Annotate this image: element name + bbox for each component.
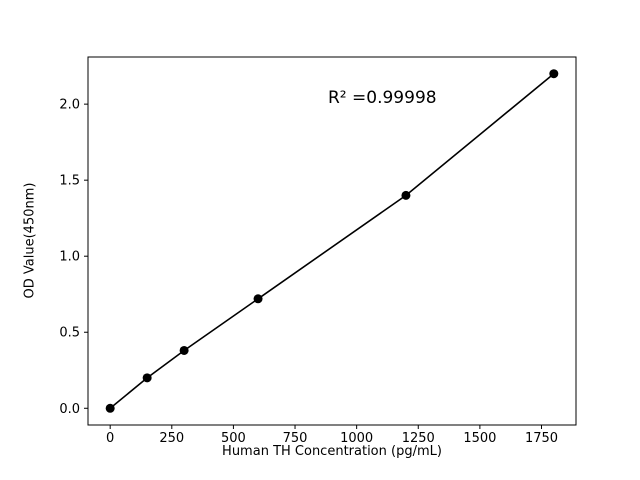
data-point-marker: [253, 294, 263, 304]
data-point-marker: [179, 345, 189, 355]
y-tick-label: 1.0: [59, 250, 80, 265]
data-point-marker: [142, 373, 152, 383]
x-tick-label: 750: [283, 431, 308, 446]
x-tick-label: 1250: [402, 431, 435, 446]
x-tick-label: 250: [159, 431, 184, 446]
y-tick-label: 2.0: [59, 98, 80, 113]
data-point-marker: [549, 69, 559, 79]
y-tick-label: 0.0: [59, 402, 80, 417]
x-tick-label: 1000: [340, 431, 373, 446]
fit-line: [109, 73, 555, 409]
r-squared-annotation: R² =0.99998: [328, 88, 437, 108]
x-tick-label: 1750: [525, 431, 558, 446]
plot-area-frame: [87, 56, 577, 426]
x-tick-label: 0: [106, 431, 114, 446]
data-point-marker: [401, 190, 411, 200]
x-tick-label: 1500: [463, 431, 496, 446]
y-axis-label: OD Value(450nm): [22, 182, 38, 299]
x-axis-label: Human TH Concentration (pg/mL): [222, 444, 442, 459]
y-tick-label: 0.5: [59, 326, 80, 341]
data-point-marker: [105, 403, 115, 413]
y-tick-label: 1.5: [59, 174, 80, 189]
x-tick-label: 500: [221, 431, 246, 446]
